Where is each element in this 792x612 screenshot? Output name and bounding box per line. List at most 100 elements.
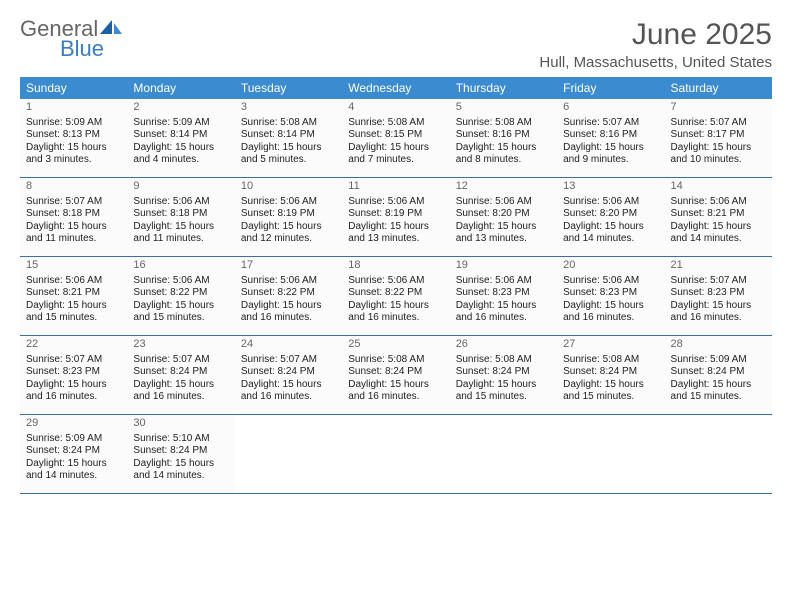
day-sunrise: Sunrise: 5:07 AM [26, 196, 121, 209]
day-number: 13 [563, 180, 658, 194]
day-sunrise: Sunrise: 5:06 AM [348, 275, 443, 288]
day-cell: 29Sunrise: 5:09 AMSunset: 8:24 PMDayligh… [20, 415, 127, 493]
day-sunrise: Sunrise: 5:09 AM [133, 117, 228, 130]
day-number: 29 [26, 417, 121, 431]
day-d2: and 16 minutes. [348, 391, 443, 404]
day-cell: 18Sunrise: 5:06 AMSunset: 8:22 PMDayligh… [342, 257, 449, 335]
day-number: 24 [241, 338, 336, 352]
day-number: 18 [348, 259, 443, 273]
day-number: 10 [241, 180, 336, 194]
week-row: 1Sunrise: 5:09 AMSunset: 8:13 PMDaylight… [20, 99, 772, 178]
day-d2: and 16 minutes. [241, 391, 336, 404]
dow-cell: Sunday [20, 77, 127, 99]
day-sunset: Sunset: 8:14 PM [241, 129, 336, 142]
day-d1: Daylight: 15 hours [348, 379, 443, 392]
day-number: 8 [26, 180, 121, 194]
day-d2: and 3 minutes. [26, 154, 121, 167]
day-cell: 20Sunrise: 5:06 AMSunset: 8:23 PMDayligh… [557, 257, 664, 335]
day-cell: 17Sunrise: 5:06 AMSunset: 8:22 PMDayligh… [235, 257, 342, 335]
day-d1: Daylight: 15 hours [241, 221, 336, 234]
day-d1: Daylight: 15 hours [26, 142, 121, 155]
day-d1: Daylight: 15 hours [26, 300, 121, 313]
day-number: 15 [26, 259, 121, 273]
calendar: SundayMondayTuesdayWednesdayThursdayFrid… [20, 77, 772, 494]
day-d2: and 10 minutes. [671, 154, 766, 167]
day-sunrise: Sunrise: 5:06 AM [563, 196, 658, 209]
day-d1: Daylight: 15 hours [456, 142, 551, 155]
dow-cell: Friday [557, 77, 664, 99]
day-number: 7 [671, 101, 766, 115]
day-cell: 22Sunrise: 5:07 AMSunset: 8:23 PMDayligh… [20, 336, 127, 414]
day-d1: Daylight: 15 hours [671, 221, 766, 234]
day-sunrise: Sunrise: 5:07 AM [563, 117, 658, 130]
day-sunset: Sunset: 8:16 PM [456, 129, 551, 142]
day-cell: 25Sunrise: 5:08 AMSunset: 8:24 PMDayligh… [342, 336, 449, 414]
day-sunrise: Sunrise: 5:06 AM [241, 196, 336, 209]
week-row: 22Sunrise: 5:07 AMSunset: 8:23 PMDayligh… [20, 336, 772, 415]
day-d1: Daylight: 15 hours [241, 300, 336, 313]
day-cell: 15Sunrise: 5:06 AMSunset: 8:21 PMDayligh… [20, 257, 127, 335]
week-row: 15Sunrise: 5:06 AMSunset: 8:21 PMDayligh… [20, 257, 772, 336]
dow-cell: Wednesday [342, 77, 449, 99]
day-number: 22 [26, 338, 121, 352]
day-sunrise: Sunrise: 5:08 AM [456, 117, 551, 130]
day-d1: Daylight: 15 hours [456, 300, 551, 313]
day-sunrise: Sunrise: 5:06 AM [671, 196, 766, 209]
month-title: June 2025 [539, 18, 772, 52]
day-sunset: Sunset: 8:23 PM [563, 287, 658, 300]
day-sunrise: Sunrise: 5:08 AM [241, 117, 336, 130]
dow-cell: Tuesday [235, 77, 342, 99]
day-cell-empty [450, 415, 557, 493]
day-d2: and 15 minutes. [671, 391, 766, 404]
day-cell-empty [235, 415, 342, 493]
day-sunrise: Sunrise: 5:06 AM [456, 275, 551, 288]
day-d1: Daylight: 15 hours [26, 221, 121, 234]
day-number: 2 [133, 101, 228, 115]
day-sunset: Sunset: 8:24 PM [241, 366, 336, 379]
day-d1: Daylight: 15 hours [348, 221, 443, 234]
day-cell: 5 Sunrise: 5:08 AMSunset: 8:16 PMDaylight… [450, 99, 557, 177]
week-row: 8Sunrise: 5:07 AMSunset: 8:18 PMDaylight… [20, 178, 772, 257]
day-cell: 8Sunrise: 5:07 AMSunset: 8:18 PMDaylight… [20, 178, 127, 256]
week-row: 29Sunrise: 5:09 AMSunset: 8:24 PMDayligh… [20, 415, 772, 494]
day-d2: and 16 minutes. [241, 312, 336, 325]
day-number: 6 [563, 101, 658, 115]
day-cell: 12Sunrise: 5:06 AMSunset: 8:20 PMDayligh… [450, 178, 557, 256]
day-d2: and 16 minutes. [563, 312, 658, 325]
calendar-page: { "brand": { "text1": "General", "text2"… [0, 0, 792, 612]
day-number: 5 [456, 101, 551, 115]
day-cell: 26Sunrise: 5:08 AMSunset: 8:24 PMDayligh… [450, 336, 557, 414]
day-cell: 13Sunrise: 5:06 AMSunset: 8:20 PMDayligh… [557, 178, 664, 256]
day-number: 1 [26, 101, 121, 115]
day-number: 30 [133, 417, 228, 431]
day-d2: and 14 minutes. [26, 470, 121, 483]
day-d2: and 15 minutes. [133, 312, 228, 325]
day-number: 27 [563, 338, 658, 352]
day-d1: Daylight: 15 hours [241, 379, 336, 392]
day-cell: 19Sunrise: 5:06 AMSunset: 8:23 PMDayligh… [450, 257, 557, 335]
day-sunset: Sunset: 8:24 PM [133, 445, 228, 458]
day-of-week-header: SundayMondayTuesdayWednesdayThursdayFrid… [20, 77, 772, 99]
day-sunrise: Sunrise: 5:06 AM [26, 275, 121, 288]
day-sunset: Sunset: 8:14 PM [133, 129, 228, 142]
day-number: 16 [133, 259, 228, 273]
day-d2: and 4 minutes. [133, 154, 228, 167]
day-sunset: Sunset: 8:22 PM [241, 287, 336, 300]
day-d2: and 16 minutes. [133, 391, 228, 404]
day-d2: and 5 minutes. [241, 154, 336, 167]
day-sunset: Sunset: 8:24 PM [456, 366, 551, 379]
day-sunset: Sunset: 8:19 PM [241, 208, 336, 221]
header: General Blue June 2025 Hull, Massachuset… [20, 18, 772, 71]
day-sunrise: Sunrise: 5:08 AM [348, 354, 443, 367]
day-d2: and 14 minutes. [563, 233, 658, 246]
weeks-container: 1Sunrise: 5:09 AMSunset: 8:13 PMDaylight… [20, 99, 772, 494]
day-d2: and 16 minutes. [456, 312, 551, 325]
day-number: 3 [241, 101, 336, 115]
day-cell: 9Sunrise: 5:06 AMSunset: 8:18 PMDaylight… [127, 178, 234, 256]
day-sunrise: Sunrise: 5:06 AM [133, 275, 228, 288]
day-number: 19 [456, 259, 551, 273]
day-d1: Daylight: 15 hours [671, 300, 766, 313]
day-d1: Daylight: 15 hours [26, 458, 121, 471]
day-sunset: Sunset: 8:20 PM [456, 208, 551, 221]
day-cell: 23Sunrise: 5:07 AMSunset: 8:24 PMDayligh… [127, 336, 234, 414]
